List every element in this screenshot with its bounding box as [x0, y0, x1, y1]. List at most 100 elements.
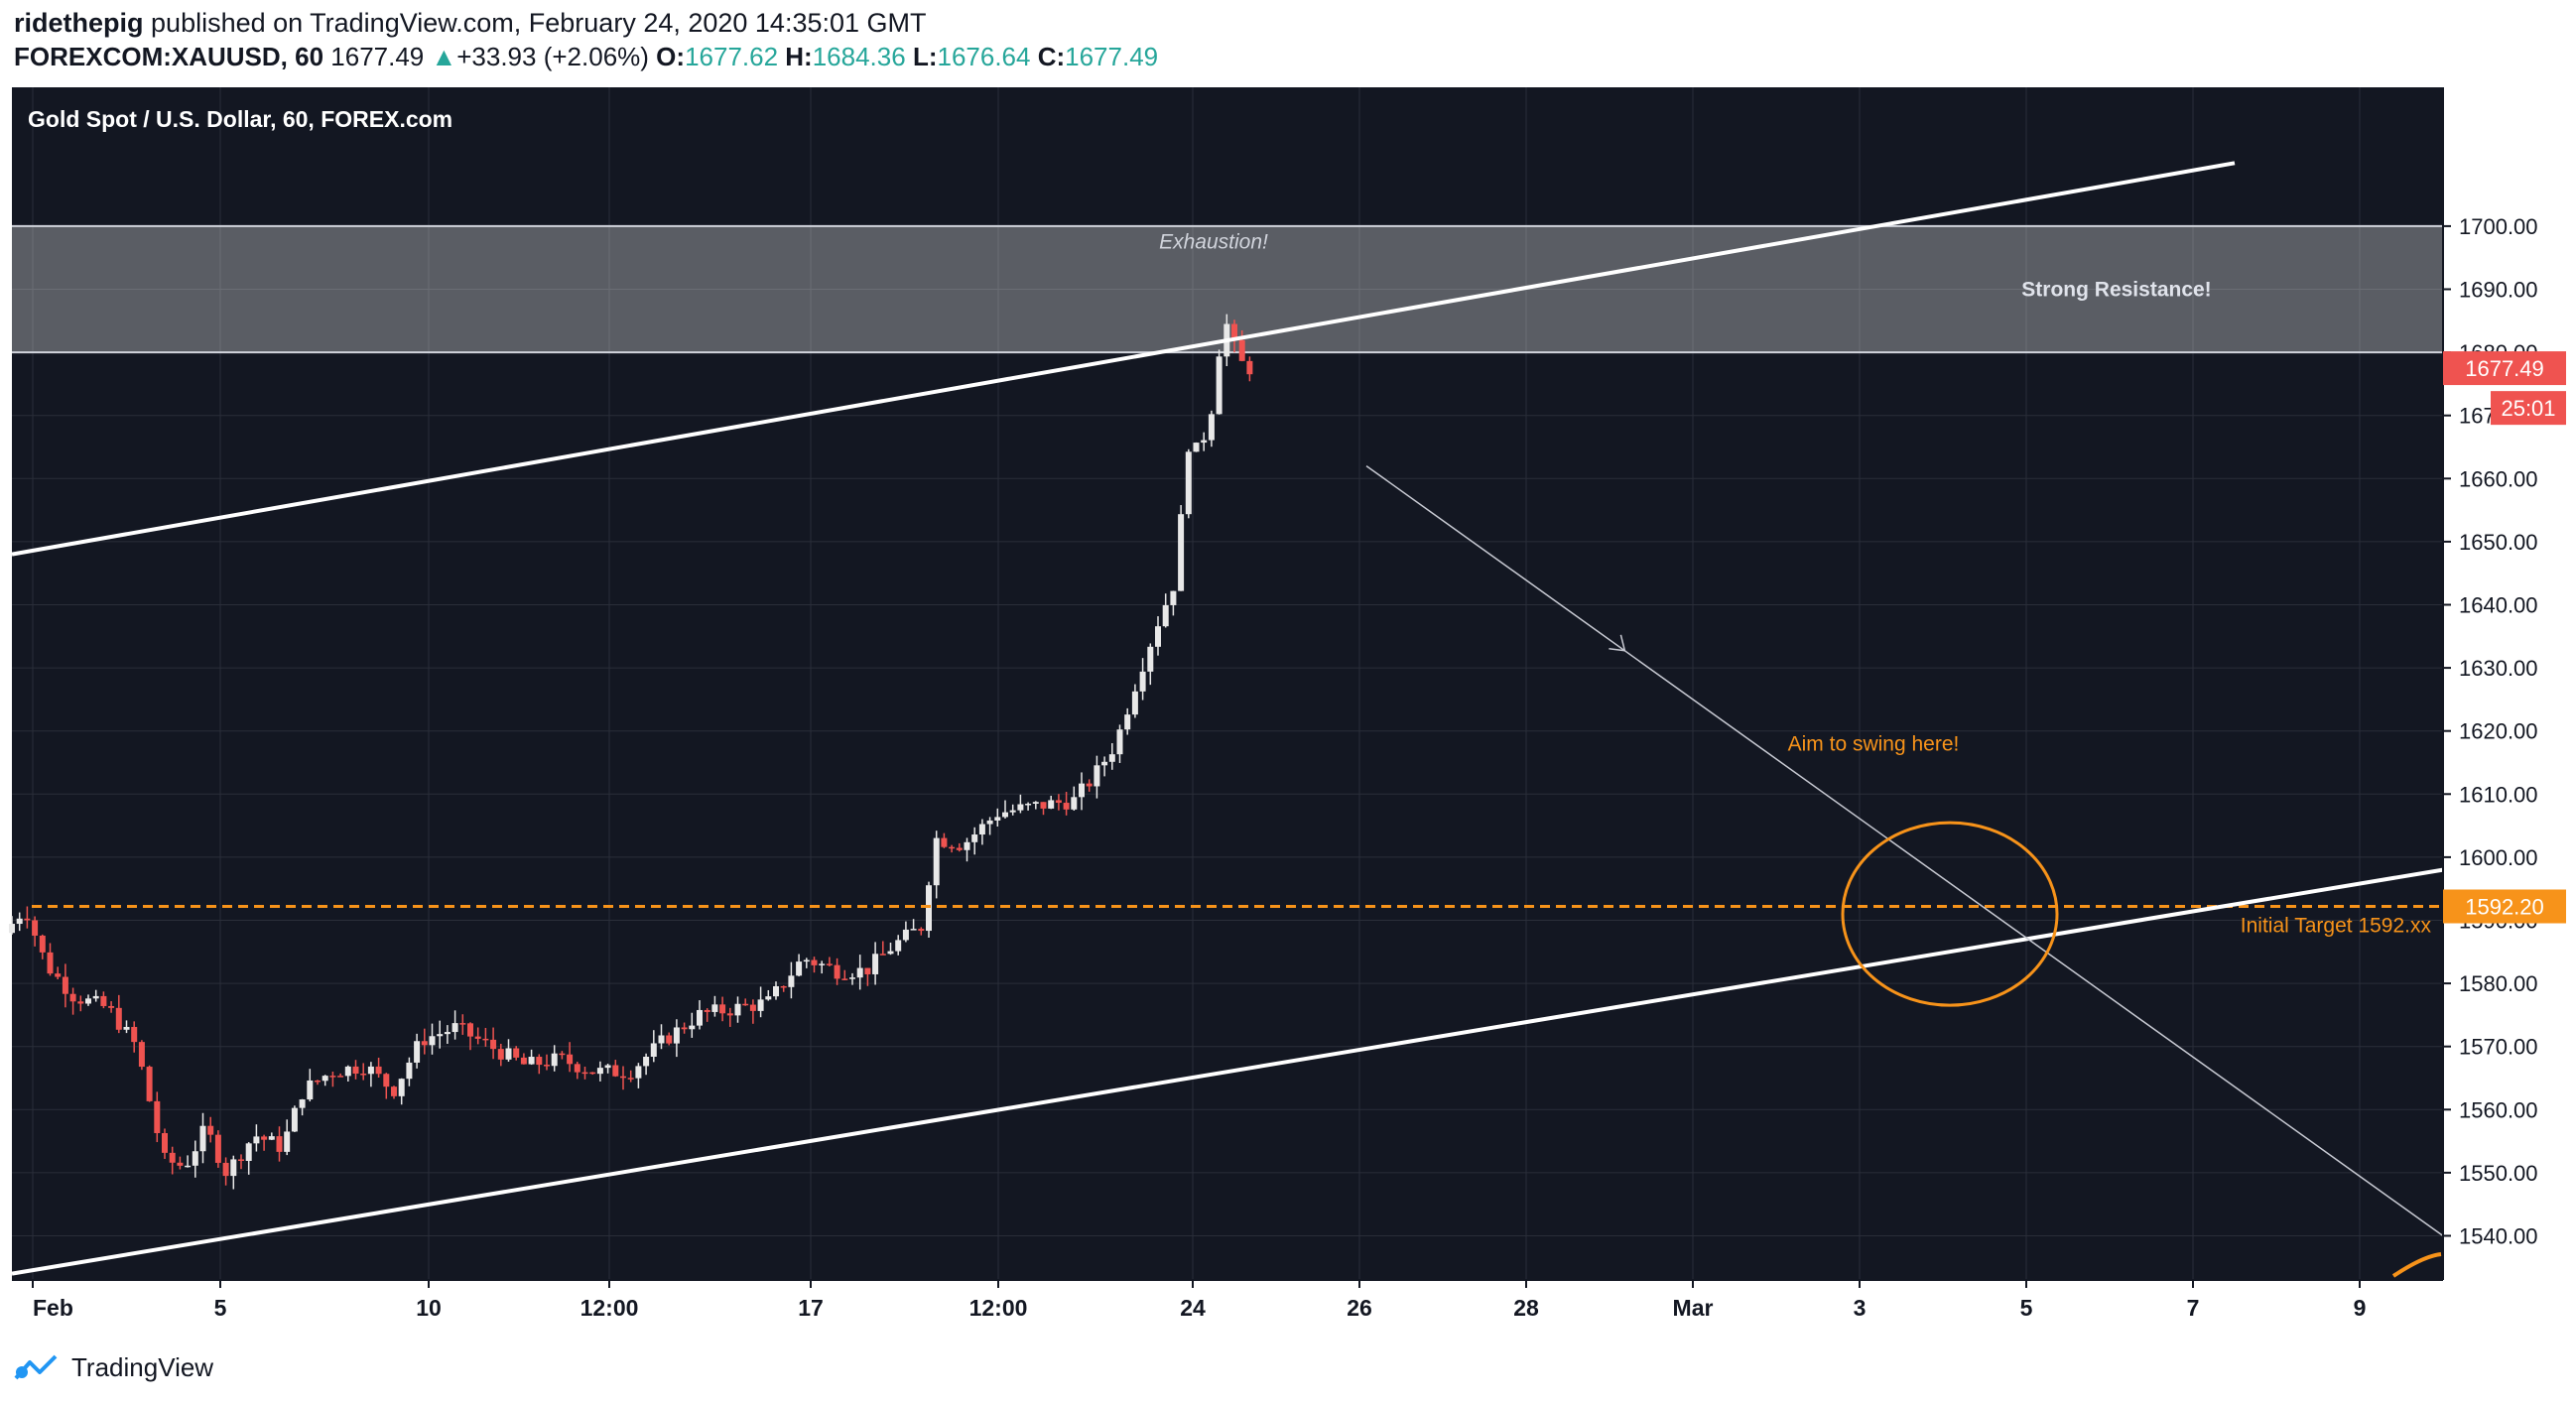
candle-body — [1216, 356, 1223, 415]
candle-body — [131, 1026, 138, 1043]
candle-body — [803, 959, 810, 962]
x-tick-label: 12:00 — [969, 1295, 1028, 1321]
candle-body — [238, 1159, 244, 1162]
x-tick-label: 3 — [1854, 1295, 1867, 1321]
high-value: 1684.36 — [812, 42, 906, 71]
candle-body — [666, 1035, 673, 1044]
time-axis[interactable] — [12, 1280, 2443, 1334]
candle-body — [1032, 802, 1039, 805]
candle-body — [1185, 451, 1192, 515]
candle-body — [520, 1057, 527, 1065]
x-tick-label: 12:00 — [580, 1295, 639, 1321]
candle-body — [971, 834, 978, 842]
candle-body — [849, 977, 855, 979]
y-tick-label: 1550.00 — [2459, 1161, 2538, 1186]
candle-body — [100, 995, 107, 1006]
candle-body — [85, 998, 91, 1004]
low-value: 1676.64 — [937, 42, 1031, 71]
candle-body — [169, 1152, 176, 1163]
candle-body — [276, 1136, 283, 1152]
candle-body — [414, 1041, 421, 1063]
y-tick-label: 1560.00 — [2459, 1097, 2538, 1122]
candle-body — [726, 1013, 733, 1016]
candle-body — [162, 1132, 168, 1153]
symbol-label[interactable]: FOREXCOM:XAUUSD, 60 — [14, 42, 324, 71]
lower-channel-line[interactable] — [11, 867, 2444, 1276]
candle-body — [910, 929, 917, 931]
publish-info: ridethepig published on TradingView.com,… — [14, 8, 927, 39]
candle-body — [856, 967, 863, 978]
candle-body — [1155, 626, 1161, 647]
swing-target-circle[interactable] — [1841, 821, 2059, 1007]
exhaustion-note[interactable]: Exhaustion! — [1159, 230, 1268, 253]
candle-body — [757, 999, 764, 1011]
x-tick-label: 17 — [798, 1295, 824, 1321]
candle-body — [375, 1066, 382, 1075]
aim-swing-note[interactable]: Aim to swing here! — [1788, 732, 1960, 755]
x-tick-label: 10 — [416, 1295, 442, 1321]
candle-body — [872, 954, 879, 974]
upper-channel-line[interactable] — [11, 161, 2236, 557]
x-tick-label: 5 — [2020, 1295, 2033, 1321]
candle-body — [1246, 360, 1253, 375]
candle-body — [933, 837, 940, 886]
x-tick-label: 9 — [2354, 1295, 2367, 1321]
price-axis[interactable] — [2443, 87, 2566, 1334]
candle-body — [1193, 443, 1200, 452]
candle-body — [24, 918, 31, 921]
strong-resistance-note[interactable]: Strong Resistance! — [2021, 279, 2211, 302]
candle-body — [192, 1151, 198, 1166]
candle-body — [344, 1066, 351, 1077]
projection-arrow-line[interactable] — [1365, 464, 2444, 1237]
y-tick-label: 1580.00 — [2459, 971, 2538, 996]
candle-body — [391, 1086, 397, 1096]
candle-body — [681, 1027, 688, 1030]
author-name[interactable]: ridethepig — [14, 8, 144, 38]
candle-body — [1055, 800, 1062, 804]
change-arrow-icon: ▲ — [431, 42, 457, 71]
price-axis-ticks: 1540.001550.001560.001570.001580.001590.… — [2443, 214, 2538, 1248]
candle-body — [451, 1023, 458, 1033]
candle-body — [32, 920, 39, 936]
candle-body — [719, 1004, 726, 1014]
candle-body — [1124, 714, 1131, 730]
candle-body — [16, 918, 23, 925]
candle-body — [1009, 810, 1016, 813]
symbol-info-bar: FOREXCOM:XAUUSD, 60 1677.49 ▲+33.93 (+2.… — [14, 42, 1158, 72]
candle-body — [1063, 803, 1070, 810]
candle-body — [765, 996, 772, 1000]
candle-body — [536, 1057, 543, 1066]
candle-body — [635, 1066, 642, 1079]
candle-body — [474, 1036, 481, 1039]
countdown-tag: 25:01 — [2491, 391, 2566, 426]
candle-body — [467, 1023, 473, 1037]
candle-body — [69, 993, 76, 1002]
candle-body — [841, 978, 848, 980]
last-price-tag-text: 1677.49 — [2465, 356, 2544, 381]
candle-body — [734, 1003, 741, 1016]
candle-body — [559, 1053, 566, 1056]
candle-body — [367, 1066, 374, 1075]
tradingview-brand[interactable]: TradingView — [71, 1351, 214, 1382]
candle-body — [92, 995, 99, 999]
candle-body — [352, 1066, 359, 1075]
candle-body — [589, 1072, 596, 1075]
candle-body — [490, 1039, 497, 1050]
initial-target-note[interactable]: Initial Target 1592.xx — [2241, 915, 2432, 938]
candle-body — [819, 963, 826, 965]
candle-body — [658, 1035, 665, 1044]
corner-arc — [2391, 1252, 2442, 1278]
candle-body — [39, 935, 46, 953]
candle-body — [429, 1036, 436, 1046]
candle-body — [1178, 514, 1185, 591]
published-text: published on TradingView.com, February 2… — [151, 8, 927, 38]
candle-body — [1162, 604, 1169, 627]
candle-body — [604, 1065, 611, 1069]
candle-body — [77, 1001, 84, 1004]
candle-body — [315, 1080, 321, 1083]
candle-body — [926, 885, 932, 932]
open-value: 1677.62 — [685, 42, 779, 71]
candle-body — [627, 1078, 634, 1080]
tradingview-logo-icon[interactable] — [12, 1352, 62, 1382]
